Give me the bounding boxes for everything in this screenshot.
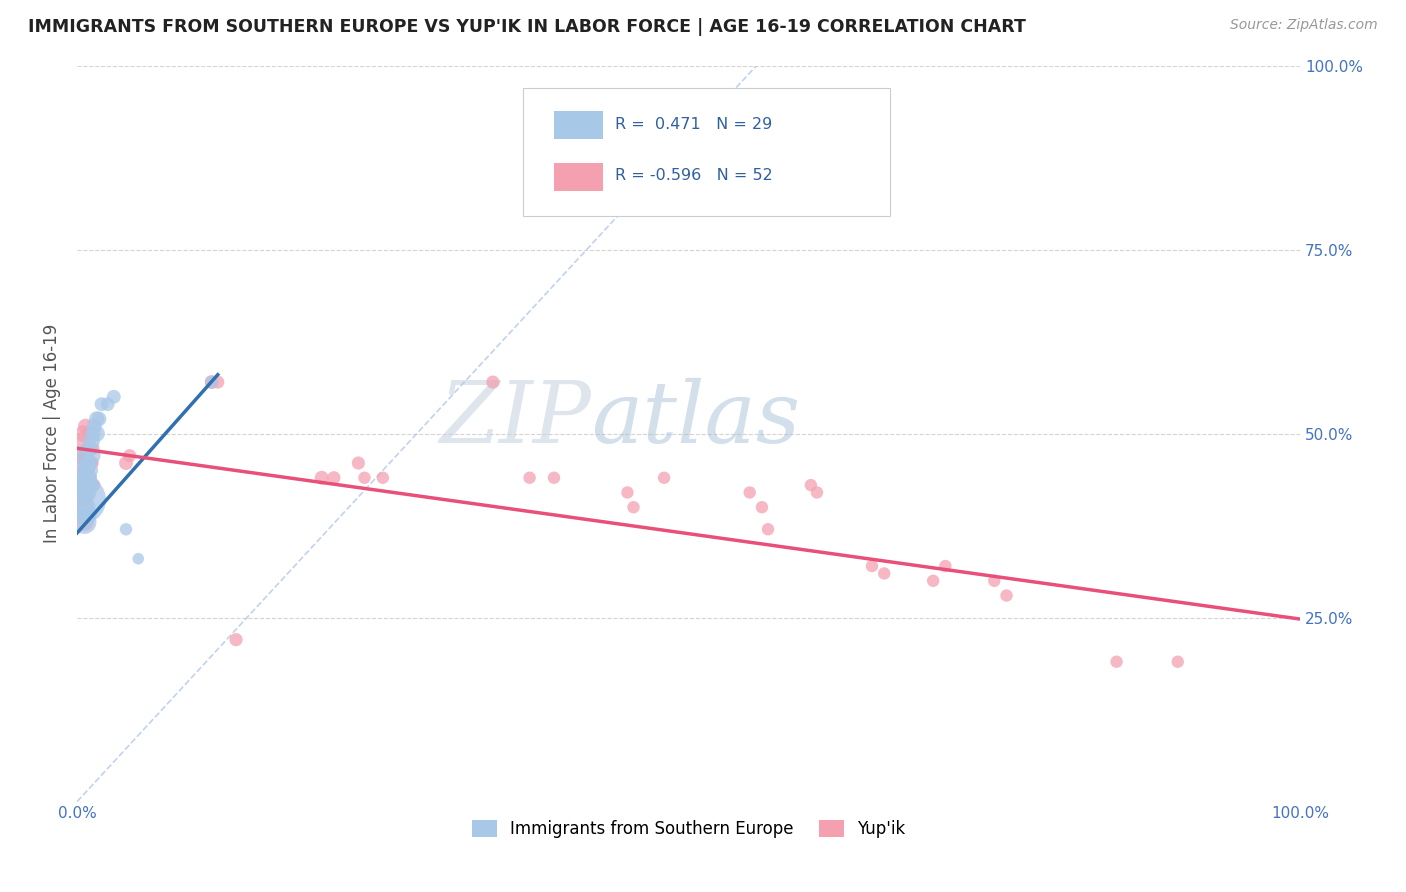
- Point: [115, 522, 138, 536]
- Point: [75, 463, 97, 477]
- Text: R = -0.596   N = 52: R = -0.596 N = 52: [616, 169, 773, 184]
- Point: [80, 434, 103, 448]
- Text: R =  0.471   N = 29: R = 0.471 N = 29: [616, 117, 772, 132]
- Point: [347, 456, 370, 470]
- Point: [75, 478, 97, 492]
- Point: [87, 412, 110, 426]
- Point: [207, 375, 229, 389]
- Y-axis label: In Labor Force | Age 16-19: In Labor Force | Age 16-19: [44, 324, 60, 543]
- Point: [80, 456, 103, 470]
- Point: [201, 375, 224, 389]
- Point: [79, 478, 101, 492]
- Point: [77, 456, 100, 470]
- Point: [860, 559, 883, 574]
- Point: [76, 463, 98, 477]
- Point: [73, 500, 96, 515]
- Point: [225, 632, 247, 647]
- Text: atlas: atlas: [591, 377, 800, 460]
- Point: [72, 426, 94, 441]
- Point: [76, 485, 98, 500]
- Point: [652, 471, 675, 485]
- Point: [79, 442, 101, 456]
- Point: [115, 456, 138, 470]
- Point: [72, 478, 94, 492]
- Point: [127, 551, 149, 566]
- Point: [73, 515, 96, 529]
- Point: [353, 471, 375, 485]
- Point: [72, 471, 94, 485]
- Point: [72, 449, 94, 463]
- Point: [616, 485, 638, 500]
- Point: [77, 471, 100, 485]
- Point: [75, 485, 97, 500]
- Point: [83, 419, 105, 434]
- Point: [756, 522, 779, 536]
- Point: [90, 397, 112, 411]
- Point: [79, 463, 101, 477]
- Point: [118, 449, 141, 463]
- Text: Source: ZipAtlas.com: Source: ZipAtlas.com: [1230, 18, 1378, 32]
- Point: [79, 426, 101, 441]
- Point: [86, 412, 108, 426]
- Point: [79, 471, 101, 485]
- Point: [103, 390, 125, 404]
- Point: [73, 500, 96, 515]
- Point: [86, 426, 108, 441]
- Point: [69, 489, 91, 503]
- Point: [201, 375, 224, 389]
- FancyBboxPatch shape: [554, 112, 603, 139]
- Point: [806, 485, 828, 500]
- Point: [519, 471, 541, 485]
- Point: [72, 492, 94, 507]
- Text: ZIP: ZIP: [439, 377, 591, 460]
- Point: [75, 449, 97, 463]
- Point: [82, 442, 104, 456]
- Text: IMMIGRANTS FROM SOUTHERN EUROPE VS YUP'IK IN LABOR FORCE | AGE 16-19 CORRELATION: IMMIGRANTS FROM SOUTHERN EUROPE VS YUP'I…: [28, 18, 1026, 36]
- Point: [70, 456, 93, 470]
- Point: [76, 508, 98, 522]
- Point: [738, 485, 761, 500]
- Point: [873, 566, 896, 581]
- Point: [72, 478, 94, 492]
- Point: [800, 478, 823, 492]
- Point: [543, 471, 565, 485]
- Point: [995, 589, 1018, 603]
- Point: [934, 559, 956, 574]
- Point: [79, 456, 101, 470]
- Point: [70, 434, 93, 448]
- Point: [482, 375, 505, 389]
- Point: [751, 500, 773, 515]
- Point: [77, 478, 100, 492]
- Point: [72, 449, 94, 463]
- Point: [80, 449, 103, 463]
- Point: [322, 471, 344, 485]
- FancyBboxPatch shape: [523, 87, 890, 217]
- Point: [922, 574, 945, 588]
- Point: [97, 397, 120, 411]
- Point: [75, 419, 97, 434]
- Point: [1167, 655, 1189, 669]
- Legend: Immigrants from Southern Europe, Yup'ik: Immigrants from Southern Europe, Yup'ik: [465, 814, 912, 845]
- Point: [983, 574, 1005, 588]
- FancyBboxPatch shape: [554, 162, 603, 191]
- Point: [83, 478, 105, 492]
- Point: [311, 471, 333, 485]
- Point: [73, 471, 96, 485]
- Point: [70, 492, 93, 507]
- Point: [73, 515, 96, 529]
- Point: [1105, 655, 1128, 669]
- Point: [70, 471, 93, 485]
- Point: [76, 485, 98, 500]
- Point: [77, 456, 100, 470]
- Point: [82, 426, 104, 441]
- Point: [623, 500, 645, 515]
- Point: [371, 471, 394, 485]
